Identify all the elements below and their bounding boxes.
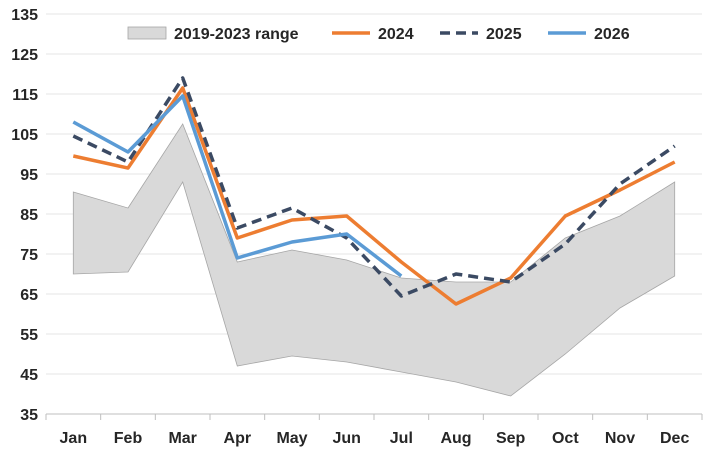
series-line-2026 bbox=[72, 94, 403, 278]
axes: 35 45 55 65 75 85 95 105 115 125 135 Jan Feb Mar Apr Ma… bbox=[11, 7, 703, 447]
x-tick-label-dec: Dec bbox=[660, 430, 689, 447]
range-area-layer bbox=[72, 123, 676, 397]
series-lines bbox=[72, 76, 676, 306]
range-area-2019-2023-range bbox=[72, 123, 676, 397]
x-tick-label-mar: Mar bbox=[168, 430, 196, 447]
x-tick-label-may: May bbox=[276, 430, 307, 447]
x-tick-label-jul: Jul bbox=[390, 430, 413, 447]
y-tick-label: 125 bbox=[11, 47, 38, 64]
x-tick-label-oct: Oct bbox=[552, 430, 579, 447]
x-tick-label-jan: Jan bbox=[60, 430, 88, 447]
y-tick-label: 95 bbox=[20, 167, 38, 184]
x-tick-label-apr: Apr bbox=[224, 430, 252, 447]
y-tick-label: 115 bbox=[12, 87, 38, 104]
y-tick-label: 85 bbox=[20, 207, 38, 224]
x-tick-label-jun: Jun bbox=[332, 430, 360, 447]
legend-swatch-2019-2023-range bbox=[127, 26, 167, 40]
series-line-2025 bbox=[72, 76, 676, 298]
legend-label-2025: 2025 bbox=[486, 26, 522, 43]
legend-label-2019-2023-range: 2019-2023 range bbox=[174, 26, 299, 43]
legend: 2019-2023 range 2024 2025 2026 bbox=[127, 26, 630, 43]
y-tick-label: 55 bbox=[20, 327, 38, 344]
legend-label-2024: 2024 bbox=[378, 26, 414, 43]
y-tick-label: 105 bbox=[11, 127, 38, 144]
y-tick-label: 45 bbox=[20, 367, 38, 384]
y-tick-label: 135 bbox=[11, 7, 38, 24]
x-tick-label-aug: Aug bbox=[440, 430, 471, 447]
y-tick-label: 65 bbox=[20, 287, 38, 304]
x-tick-label-nov: Nov bbox=[605, 430, 635, 447]
x-tick-label-feb: Feb bbox=[114, 430, 143, 447]
legend-label-2026: 2026 bbox=[594, 26, 630, 43]
y-tick-label: 75 bbox=[20, 247, 38, 264]
x-tick-label-sep: Sep bbox=[496, 430, 526, 447]
series-line-2024 bbox=[72, 86, 676, 306]
y-tick-label: 35 bbox=[20, 407, 38, 424]
